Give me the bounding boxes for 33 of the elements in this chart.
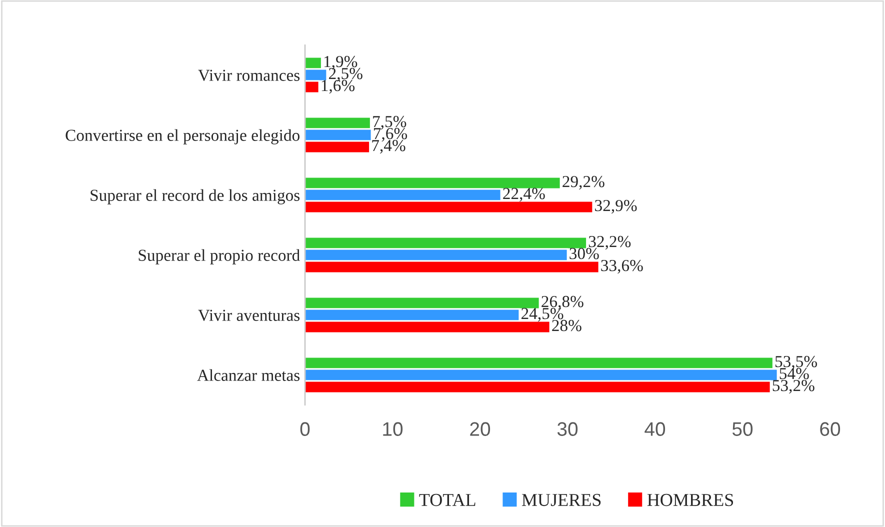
y-tick-label: Vivir romances xyxy=(198,70,300,82)
x-tick-label: 20 xyxy=(470,422,490,436)
data-label: 54% xyxy=(780,368,809,380)
x-tick-label: 40 xyxy=(644,422,666,436)
y-tick-label: Vivir aventuras xyxy=(198,310,300,322)
x-tick-label: 50 xyxy=(732,422,753,436)
x-tick-label: 30 xyxy=(557,422,578,436)
data-label: 26,8% xyxy=(542,296,584,310)
data-label: 28% xyxy=(552,320,582,332)
y-tick-label: Superar el propio record xyxy=(138,249,300,264)
x-tick-label: 0 xyxy=(300,422,310,436)
legend-label: HOMBRES xyxy=(647,494,734,506)
data-label: 22,4% xyxy=(503,188,545,202)
data-label: 53,5% xyxy=(775,356,817,370)
x-tick-label: 60 xyxy=(820,422,840,436)
x-tick-label: 10 xyxy=(383,422,403,436)
data-label: 53,2% xyxy=(772,380,814,394)
legend-label: MUJERES xyxy=(522,494,601,506)
data-label: 1,6% xyxy=(322,80,355,94)
data-label: 32,2% xyxy=(588,236,631,250)
y-tick-label: Alcanzar metas xyxy=(197,369,300,381)
data-label: 30% xyxy=(570,248,599,260)
data-label: 2,5% xyxy=(328,68,362,82)
data-label: 7,5% xyxy=(373,116,406,130)
data-label: 1,9% xyxy=(324,56,358,70)
legend-label: TOTAL xyxy=(419,494,476,506)
data-label: 32,9% xyxy=(595,200,637,214)
data-label: 29,2% xyxy=(562,176,604,190)
y-tick-label: Superar el record de los amigos xyxy=(90,189,300,204)
data-label: 7,4% xyxy=(372,140,406,154)
y-tick-label: Convertirse en el personaje elegido xyxy=(66,129,300,144)
data-label: 24,5% xyxy=(521,308,564,322)
data-label: 33,6% xyxy=(601,260,643,274)
